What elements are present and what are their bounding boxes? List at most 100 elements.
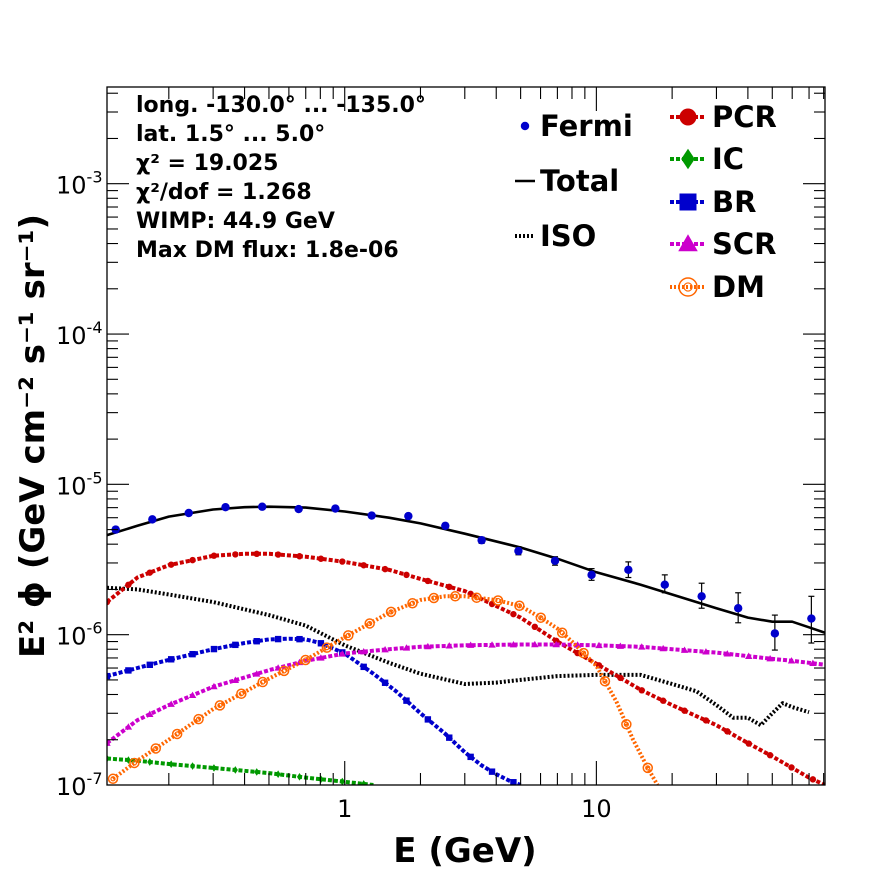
series-marker-dm	[150, 743, 162, 754]
series-marker-ic	[339, 777, 345, 785]
series-marker-ic	[296, 772, 303, 781]
fermi-point-marker	[477, 536, 486, 545]
series-marker-pcr	[510, 610, 517, 618]
legend-label: Fermi	[540, 109, 633, 143]
series-marker-pcr	[788, 764, 795, 771]
series-marker-pcr	[638, 687, 645, 694]
fermi-point	[807, 595, 816, 644]
plot-border	[106, 86, 826, 786]
series-marker-pcr	[745, 740, 752, 747]
series-marker-ic	[211, 764, 217, 772]
series-marker-pcr	[446, 583, 453, 591]
info-line: WIMP: 44.9 GeV	[136, 209, 335, 234]
y-tick-label: 10-5	[56, 468, 103, 500]
legend-item-dm: DM	[670, 270, 765, 304]
fermi-point-marker	[587, 570, 596, 580]
legend-item-iso: ISO	[515, 219, 596, 253]
series-marker-scr	[167, 700, 175, 707]
fermi-point	[550, 556, 560, 566]
legend-label: PCR	[712, 100, 777, 134]
series-line-ic	[107, 756, 374, 785]
fermi-point-marker	[441, 521, 450, 531]
series-marker-ic	[232, 766, 238, 774]
series-marker-dm	[236, 688, 247, 699]
series-marker-pcr	[107, 598, 111, 606]
y-axis-title: E² ϕ (GeV cm⁻² s⁻¹ sr⁻¹)	[13, 214, 53, 658]
series-marker-dm	[107, 773, 119, 785]
legend-item-pcr: PCR	[670, 100, 777, 134]
info-line: χ²/dof = 1.268	[136, 180, 312, 205]
series-marker-dm	[556, 627, 568, 639]
series-marker-scr	[787, 657, 796, 664]
legend-swatch-marker-dm	[678, 277, 698, 297]
series-marker-dm	[257, 676, 268, 688]
series-line-iso	[107, 585, 810, 728]
series-marker-pcr	[403, 571, 410, 579]
series-marker-br	[467, 753, 474, 761]
series-marker-ic	[190, 762, 196, 770]
series-marker-scr	[402, 644, 411, 651]
series-marker-dm	[214, 700, 226, 711]
series-marker-pcr	[681, 707, 688, 714]
legend-label: ISO	[540, 219, 596, 253]
series-marker-pcr	[766, 752, 774, 759]
series-marker-scr	[745, 652, 753, 659]
series-marker-br	[189, 650, 196, 658]
series-marker-ic	[275, 770, 281, 779]
series-marker-ic	[125, 756, 131, 764]
x-tick-label: 1	[337, 795, 352, 823]
legend-label: IC	[712, 142, 744, 176]
series-marker-dm	[471, 592, 482, 603]
legend-item-br: BR	[670, 185, 756, 219]
series-marker-pcr	[809, 776, 817, 783]
legend-label: SCR	[712, 227, 777, 261]
legend-item-total: Total	[515, 164, 619, 198]
series-marker-ic	[147, 758, 153, 766]
fermi-point-marker	[660, 580, 669, 589]
series-line-total	[107, 505, 825, 635]
info-line: Max DM flux: 1.8e-06	[136, 238, 399, 263]
series-marker-scr	[381, 645, 389, 653]
series-marker-pcr	[274, 551, 282, 558]
series-marker-scr	[338, 650, 346, 657]
series-marker-scr	[766, 654, 774, 662]
fermi-point	[624, 561, 633, 579]
legend-swatch-marker-scr	[678, 234, 698, 252]
legend-swatch-marker-br	[679, 193, 697, 211]
fermi-point	[733, 592, 743, 624]
series-marker-br	[360, 663, 367, 671]
series-marker-dm	[364, 618, 375, 629]
series-marker-dm	[492, 595, 504, 606]
series-marker-scr	[445, 642, 453, 649]
series-marker-scr	[573, 641, 582, 648]
series-marker-br	[403, 697, 410, 704]
series-marker-scr	[488, 641, 496, 648]
series-marker-dm	[278, 665, 290, 677]
series-marker-br	[296, 635, 303, 643]
fermi-point-marker	[404, 511, 413, 521]
series-iso	[107, 585, 810, 728]
series-marker-ic	[318, 775, 324, 784]
series-marker-scr	[702, 648, 710, 655]
series-marker-pcr	[553, 637, 560, 644]
series-marker-scr	[680, 646, 689, 653]
series-marker-br	[107, 672, 111, 680]
fermi-point	[770, 614, 780, 651]
fermi-point	[587, 568, 596, 581]
legend-item-scr: SCR	[670, 227, 777, 261]
fermi-point-marker	[807, 614, 816, 623]
series-marker-scr	[638, 643, 646, 650]
series-marker-pcr	[531, 623, 539, 631]
series-marker-pcr	[724, 728, 731, 735]
series-line-dm	[111, 594, 660, 785]
series-marker-dm	[599, 675, 611, 687]
legend-item-fermi: Fermi	[520, 109, 633, 143]
series-marker-pcr	[702, 717, 710, 724]
series-marker-scr	[210, 682, 218, 690]
series-scr	[107, 640, 825, 746]
fermi-point	[258, 502, 267, 511]
series-marker-dm	[407, 598, 418, 609]
series-marker-pcr	[617, 674, 624, 682]
series-marker-scr	[509, 640, 518, 648]
